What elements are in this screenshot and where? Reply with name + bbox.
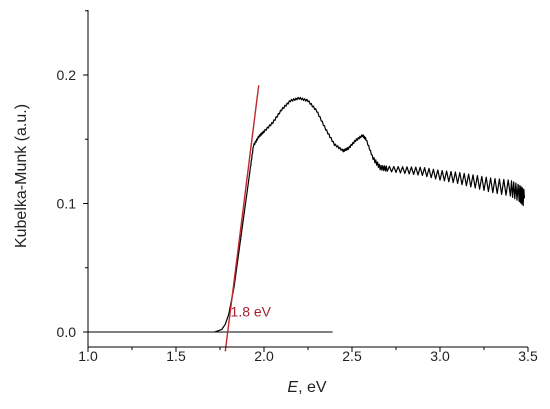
x-tick-label: 1.0 bbox=[78, 348, 98, 364]
y-axis-title: Kubelka-Munk (a.u.) bbox=[13, 104, 30, 248]
x-tick-label: 2.5 bbox=[342, 348, 362, 364]
x-tick-label: 3.0 bbox=[430, 348, 450, 364]
y-tick-label: 0.1 bbox=[57, 196, 77, 212]
x-tick-label: 1.5 bbox=[166, 348, 186, 364]
x-tick-label: 2.0 bbox=[254, 348, 274, 364]
x-axis-title: E, eV bbox=[287, 379, 326, 396]
y-tick-label: 0.0 bbox=[57, 324, 77, 340]
y-axis: 0.0 0.1 0.2 bbox=[57, 10, 89, 347]
x-axis-title-unit: , eV bbox=[298, 379, 327, 396]
x-tick-label: 3.5 bbox=[518, 348, 538, 364]
tangent-line bbox=[224, 85, 260, 352]
x-axis: 1.0 1.5 2.0 2.5 3.0 3.5 bbox=[78, 346, 538, 364]
bandgap-annotation: 1.8 eV bbox=[231, 304, 272, 320]
y-tick-label: 0.2 bbox=[57, 67, 77, 83]
plot-area: 1.8 eV bbox=[88, 85, 526, 352]
spectrum-line bbox=[214, 96, 526, 333]
x-axis-title-symbol: E bbox=[287, 379, 298, 396]
